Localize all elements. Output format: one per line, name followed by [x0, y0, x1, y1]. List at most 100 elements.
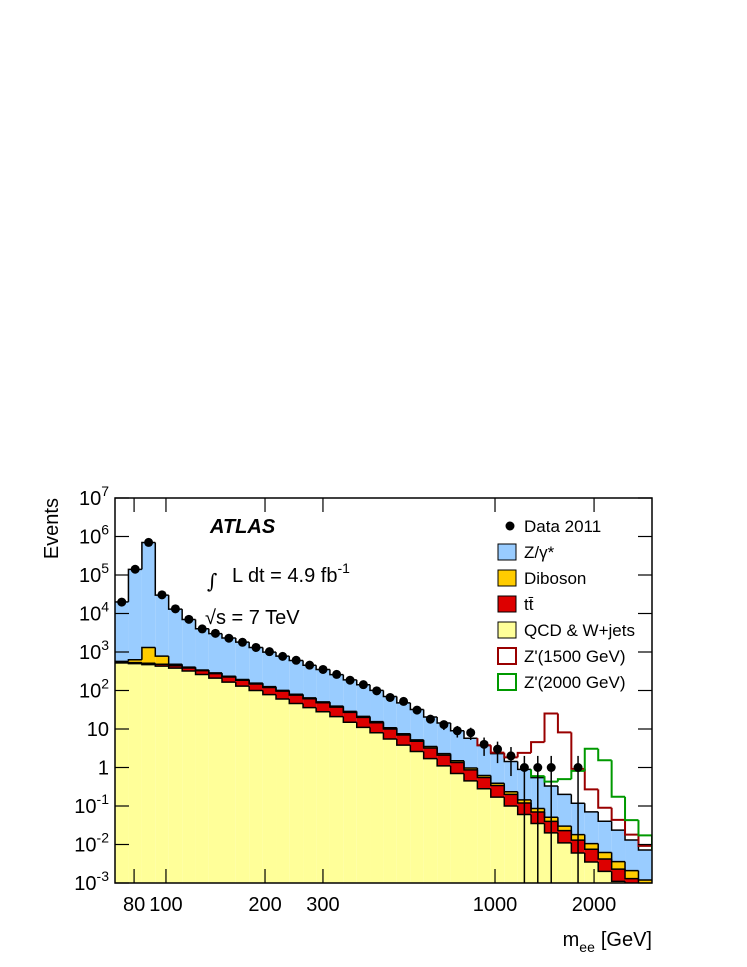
legend-swatch	[497, 595, 517, 613]
data-point	[425, 714, 435, 724]
data-point	[170, 604, 180, 614]
y-tick-label: 1	[98, 758, 109, 780]
histogram-outline	[436, 758, 451, 767]
histogram-outline	[476, 780, 491, 790]
histogram-bar	[195, 670, 209, 675]
histogram-outline	[490, 775, 505, 784]
signal-outline	[530, 741, 545, 753]
histogram-outline	[570, 842, 585, 854]
histogram-bar	[155, 656, 169, 665]
y-tick-label: 10-1	[74, 791, 109, 818]
histogram-bar	[155, 664, 169, 667]
histogram-outline	[382, 732, 397, 740]
signal-outline	[637, 834, 652, 850]
histogram-outline	[288, 699, 304, 705]
histogram-outline	[463, 773, 478, 782]
histogram-bar	[155, 666, 169, 883]
data-point	[224, 633, 234, 643]
signal-outline	[637, 820, 652, 850]
data-point	[278, 651, 288, 661]
histogram-outline	[369, 716, 384, 723]
histogram-bar	[557, 826, 572, 831]
data-point	[237, 637, 247, 647]
histogram-bar	[611, 861, 626, 870]
y-tick-base: 10	[74, 796, 96, 818]
histogram-bar	[356, 684, 371, 717]
histogram-outline	[181, 668, 196, 672]
histogram-bar	[182, 671, 196, 883]
histogram-outline	[530, 814, 545, 825]
histogram-bar	[221, 638, 236, 677]
histogram-bar	[504, 761, 518, 792]
histogram-outline	[638, 892, 652, 904]
data-point	[305, 660, 315, 670]
luminosity-text: L dt = 4.9 fb	[232, 565, 337, 587]
histogram-outline	[329, 701, 344, 707]
histogram-outline	[141, 662, 156, 665]
histogram-bar	[490, 785, 505, 798]
histogram-bar	[195, 628, 209, 670]
data-point	[318, 664, 328, 674]
y-tick-exponent: -1	[97, 791, 110, 807]
histogram-outline	[396, 727, 411, 735]
histogram-outline	[610, 852, 626, 863]
histogram-bar	[235, 680, 250, 687]
histogram-outline	[154, 664, 169, 667]
histogram-outline	[221, 672, 236, 677]
data-point	[385, 692, 395, 702]
histogram-outline	[449, 753, 465, 762]
x-tick-label: 2000	[572, 894, 617, 916]
histogram-outline	[557, 832, 572, 844]
data-point	[117, 597, 127, 607]
y-tick-base: 10	[87, 719, 109, 741]
legend-label: tt̄	[524, 595, 534, 614]
y-tick-base: 10	[79, 565, 101, 587]
histogram-bar	[450, 773, 465, 883]
y-tick-label: 10-2	[74, 830, 109, 857]
histogram-bar	[303, 665, 317, 698]
legend-swatch	[497, 543, 517, 561]
histogram-outline	[302, 703, 317, 709]
plot-area	[115, 537, 652, 904]
signal-outline	[556, 778, 572, 782]
data-point	[130, 564, 140, 574]
histogram-bar	[168, 665, 183, 669]
data-point	[291, 655, 301, 665]
y-tick-label: 106	[79, 522, 109, 549]
x-tick-label: 80	[123, 894, 145, 916]
y-tick-label: 104	[79, 599, 109, 626]
y-tick-label: 103	[79, 637, 109, 664]
histogram-outline	[624, 861, 639, 872]
histogram-outline	[449, 765, 465, 775]
signal-outline	[610, 807, 626, 821]
histogram-outline	[127, 658, 142, 662]
signal-outline	[530, 769, 545, 778]
histogram-outline	[235, 682, 250, 687]
histogram-outline	[275, 694, 290, 700]
histogram-bar	[249, 683, 263, 691]
data-point	[210, 628, 220, 638]
signal-outline	[610, 760, 626, 798]
histogram-bar	[477, 777, 491, 789]
histogram-outline	[463, 730, 478, 739]
legend-label: Data 2011	[524, 517, 601, 536]
y-tick-exponent: 5	[101, 560, 109, 576]
energy: √s = 7 TeV	[205, 607, 300, 629]
histogram-outline	[516, 806, 532, 816]
histogram-outline	[208, 669, 222, 674]
histogram-bar	[168, 668, 183, 883]
histogram-outline	[516, 791, 532, 801]
signal-outline	[543, 712, 558, 743]
histogram-bar	[625, 839, 639, 871]
histogram-bar	[208, 633, 222, 673]
histogram-bar	[477, 788, 491, 883]
histogram-bar	[262, 694, 277, 883]
histogram-outline	[154, 542, 169, 596]
histogram-bar	[464, 769, 478, 781]
data-point	[184, 614, 194, 624]
y-tick-base: 10	[79, 681, 101, 703]
histogram-outline	[422, 751, 438, 760]
histogram-bar	[450, 762, 465, 774]
